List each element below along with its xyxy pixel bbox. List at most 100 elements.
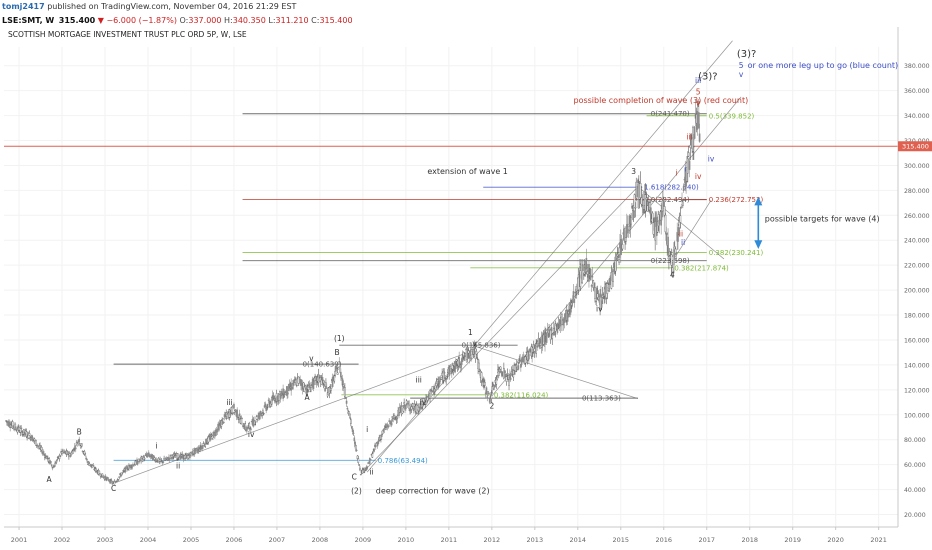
candle-body	[177, 453, 179, 459]
candle-body	[394, 417, 396, 421]
candle-body	[497, 371, 500, 377]
annotation-text: possible completion of wave (3) (red cou…	[573, 96, 748, 105]
candle-body	[649, 202, 651, 208]
candle-body	[600, 293, 602, 298]
candle-body	[355, 444, 357, 451]
candle-body	[90, 463, 92, 467]
candle-body	[475, 351, 478, 355]
candle-body	[73, 447, 75, 452]
trend-line	[637, 186, 725, 260]
candle-body	[647, 199, 650, 202]
candle-body	[74, 445, 76, 448]
candle-body	[395, 419, 398, 421]
candle-body	[485, 387, 488, 394]
candle-body	[331, 376, 334, 387]
candle-body	[509, 377, 512, 380]
candle-body	[359, 467, 361, 470]
candle-body	[142, 459, 144, 462]
candle-body	[202, 442, 205, 445]
candle-body	[120, 473, 123, 476]
last-price: 315.400	[58, 16, 96, 25]
candle-body	[612, 271, 614, 282]
candle-body	[550, 326, 553, 332]
candle-body	[444, 376, 447, 380]
down-arrow-icon: ▼	[97, 16, 104, 25]
wave-label: ii	[369, 468, 373, 477]
candle-body	[698, 133, 701, 142]
candle-body	[658, 220, 661, 225]
candle-body	[241, 417, 243, 420]
y-tick-label: 140.000	[904, 362, 930, 369]
candle-body	[159, 458, 161, 463]
wave-label: i	[684, 165, 686, 174]
wave-label: A	[304, 393, 310, 402]
candle-body	[155, 458, 157, 462]
y-tick-label: 380.000	[904, 63, 930, 70]
high-value: H:340.350	[224, 16, 266, 25]
annotation-text: or one more leg up to go (blue count)	[748, 61, 899, 70]
candle-body	[680, 206, 683, 208]
x-tick-label: 2008	[312, 536, 329, 544]
candle-body	[443, 372, 446, 374]
candle-body	[321, 376, 324, 381]
candle-body	[15, 426, 17, 429]
candle-body	[381, 434, 383, 437]
candle-body	[517, 365, 520, 370]
candle-body	[59, 455, 62, 458]
symbol-info-line: LSE:SMT, W 315.400 ▼ −6.000 (−1.87%) O:3…	[0, 14, 932, 27]
candle-body	[233, 403, 235, 409]
candle-body	[40, 447, 43, 451]
candle-body	[458, 356, 460, 368]
author-link[interactable]: tomj2417	[2, 2, 45, 11]
candle-body	[462, 352, 465, 356]
candle-body	[231, 406, 234, 414]
candle-body	[628, 215, 631, 225]
candle-body	[70, 452, 73, 455]
candle-body	[248, 423, 251, 429]
wave-label: A	[47, 475, 53, 484]
candle-body	[216, 428, 219, 433]
candle-body	[553, 331, 556, 336]
candle-body	[324, 388, 326, 392]
candle-body	[258, 415, 261, 417]
candle-body	[121, 472, 124, 474]
candle-body	[267, 399, 270, 401]
last-price-tag	[898, 141, 932, 152]
candle-body	[189, 455, 191, 459]
candle-body	[19, 428, 22, 433]
wave-label: iii	[686, 132, 692, 141]
candle-body	[660, 210, 662, 226]
symbol-label[interactable]: LSE:SMT, W	[2, 16, 55, 25]
candle-body	[539, 343, 541, 346]
candle-body	[344, 397, 347, 399]
candle-body	[124, 466, 127, 472]
candle-body	[351, 428, 354, 432]
candle-body	[280, 391, 283, 394]
candle-body	[645, 197, 648, 200]
fib-level-label: 1.618(282.540)	[644, 184, 699, 192]
candle-body	[86, 459, 88, 461]
candle-body	[149, 455, 152, 458]
candle-body	[67, 451, 69, 456]
candle-body	[339, 366, 341, 373]
candle-body	[427, 395, 430, 399]
candle-body	[205, 438, 207, 444]
candle-body	[464, 355, 466, 358]
candle-body	[456, 367, 459, 369]
fib-level-label: 0(140.639)	[303, 361, 342, 369]
y-tick-label: 360.000	[904, 88, 930, 95]
candle-body	[682, 201, 684, 207]
x-tick-label: 2014	[570, 536, 587, 544]
publisher-line: tomj2417 published on TradingView.com, N…	[0, 0, 932, 14]
candle-body	[633, 194, 636, 212]
candle-body	[352, 432, 355, 434]
candle-body	[591, 275, 594, 278]
candle-body	[421, 404, 424, 407]
chart-title: SCOTTISH MORTGAGE INVESTMENT TRUST PLC O…	[8, 30, 247, 39]
candle-body	[78, 438, 81, 443]
x-tick-label: 2020	[827, 536, 844, 544]
price-chart[interactable]: SCOTTISH MORTGAGE INVESTMENT TRUST PLC O…	[0, 27, 932, 550]
candle-body	[262, 412, 265, 415]
candle-body	[693, 145, 695, 148]
candle-body	[639, 183, 642, 198]
